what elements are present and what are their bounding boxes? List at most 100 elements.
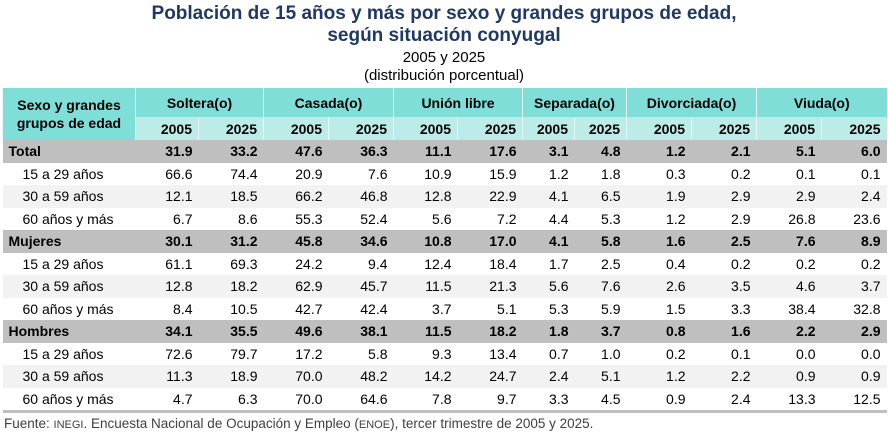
cell-value: 2.1: [691, 140, 757, 163]
year-header: 2005: [135, 117, 199, 140]
cell-value: 69.3: [230, 255, 258, 272]
cell-value: 47.6: [263, 140, 329, 163]
cell-value: 1.2: [549, 165, 569, 182]
row-label: 60 años y más: [22, 300, 114, 317]
table-row: 30 a 59 años 11.3 18.9 70.0 48.2 14.2 24.7 2.4 5…: [2, 365, 887, 388]
cell-value: 0.2: [731, 165, 751, 182]
cell-value: 18.2: [198, 275, 264, 298]
cell-value: 34.6: [328, 230, 394, 253]
cell-value: 0.0: [796, 345, 816, 362]
row-label: 30 a 59 años: [2, 185, 136, 208]
cell-value: 10.5: [230, 300, 258, 317]
cell-value: 5.8: [574, 230, 627, 253]
cell-value: 31.9: [135, 140, 199, 163]
cell-value: 6.0: [821, 140, 887, 163]
source-enoe: ENOE: [358, 419, 391, 431]
cell-value: 66.2: [263, 185, 329, 208]
table-row: 60 años y más 8.4 10.5 42.7 42.4 3.7 5.1 5.3 5.9…: [3, 298, 887, 321]
group-row: Mujeres 30.1 31.2 45.8 34.6 10.8 17.0 4.1 5.8 1.6…: [2, 230, 887, 253]
cell-value: 64.6: [328, 387, 394, 413]
cell-value: 2.9: [821, 320, 887, 343]
cell-value: 74.4: [230, 165, 258, 182]
cell-value: 5.1: [497, 300, 517, 317]
row-label: 15 a 29 años: [22, 255, 104, 272]
cell-value: 0.2: [861, 255, 881, 272]
cell-value: 2.9: [691, 185, 757, 208]
cell-value: 0.8: [626, 320, 692, 343]
cell-value: 0.0: [861, 345, 881, 362]
cell-value: 6.3: [198, 387, 264, 413]
row-label: Total: [2, 140, 136, 163]
cell-value: 7.6: [368, 165, 388, 182]
cell-value: 24.2: [295, 255, 323, 272]
cell-value: 4.6: [756, 275, 822, 298]
cell-value: 10.9: [424, 165, 452, 182]
cell-value: 30.1: [135, 230, 199, 253]
cell-value: 14.2: [393, 365, 458, 388]
cell-value: 11.1: [393, 140, 458, 163]
source-note: Fuente: INEGI. Encuesta Nacional de Ocup…: [4, 416, 593, 433]
cell-value: 12.5: [821, 387, 887, 413]
cell-value: 4.1: [522, 185, 575, 208]
row-label: 15 a 29 años: [22, 345, 104, 362]
subtitle-unit: (distribución porcentual): [363, 67, 525, 84]
year-header: 2025: [691, 117, 757, 140]
cell-value: 0.2: [731, 255, 751, 272]
cell-value: 5.6: [522, 275, 575, 298]
cell-value: 9.4: [368, 255, 388, 272]
row-label: 30 a 59 años: [2, 365, 136, 388]
cell-value: 3.5: [691, 275, 757, 298]
cell-value: 8.4: [173, 300, 193, 317]
cell-value: 34.1: [135, 320, 199, 343]
cell-value: 72.6: [165, 345, 193, 362]
cell-value: 36.3: [328, 140, 394, 163]
cell-value: 12.8: [393, 185, 458, 208]
cell-value: 5.1: [574, 365, 627, 388]
cell-value: 13.4: [489, 345, 517, 362]
year-header: 2005: [393, 117, 458, 140]
cell-value: 49.6: [263, 320, 329, 343]
cell-value: 13.3: [756, 387, 822, 413]
cell-value: 0.1: [796, 165, 816, 182]
title-line-1: Población de 15 años y más por sexo y gr…: [151, 3, 737, 24]
cell-value: 62.9: [263, 275, 329, 298]
year-header: 2025: [573, 117, 627, 140]
cell-value: 2.5: [601, 255, 621, 272]
data-table: Sexo y grandes grupos de edad Soltera(o)…: [2, 88, 887, 413]
cell-value: 11.5: [393, 320, 458, 343]
year-header: 2005: [626, 117, 692, 140]
cell-value: 4.1: [522, 230, 575, 253]
source-suffix: ), tercer trimestre de 2005 y 2025.: [390, 416, 594, 431]
cell-value: 1.2: [626, 365, 692, 388]
subtitle-years: 2005 y 2025: [402, 49, 486, 66]
cell-value: 4.8: [574, 140, 627, 163]
column-group-header: Unión libre: [393, 88, 523, 117]
column-group-header: Viuda(o): [756, 88, 887, 117]
cell-value: 3.1: [522, 140, 575, 163]
table-row: 15 a 29 años 66.6 74.4 20.9 7.6 10.9 15.9 1.2 1.…: [3, 163, 887, 186]
cell-value: 45.8: [263, 230, 329, 253]
cell-value: 18.9: [198, 365, 264, 388]
table-row: 60 años y más 4.7 6.3 70.0 64.6 7.8 9.7 3.3 4.5 0…: [2, 387, 887, 413]
title-line-2: según situación conyugal: [327, 25, 561, 46]
row-label: 15 a 29 años: [22, 165, 104, 182]
row-label: Mujeres: [2, 230, 136, 253]
year-header: 2005: [263, 117, 329, 140]
cell-value: 7.6: [756, 230, 822, 253]
cell-value: 0.3: [666, 165, 686, 182]
cell-value: 5.3: [549, 300, 569, 317]
cell-value: 0.9: [821, 365, 887, 388]
cell-value: 22.9: [457, 185, 523, 208]
cell-value: 11.5: [393, 275, 458, 298]
source-mid: . Encuesta Nacional de Ocupación y Emple…: [83, 416, 359, 431]
cell-value: 18.4: [489, 255, 517, 272]
cell-value: 3.7: [432, 300, 452, 317]
table-row: 60 años y más 6.7 8.6 55.3 52.4 5.6 7.2 4.4 5.3 1…: [3, 208, 887, 231]
cell-value: 4.7: [135, 387, 199, 413]
cell-value: 42.4: [360, 300, 388, 317]
cell-value: 2.4: [691, 387, 757, 413]
cell-value: 1.5: [666, 300, 686, 317]
row-header: Sexo y grandes grupos de edad: [2, 88, 136, 140]
cell-value: 2.4: [821, 185, 887, 208]
cell-value: 61.1: [165, 255, 193, 272]
